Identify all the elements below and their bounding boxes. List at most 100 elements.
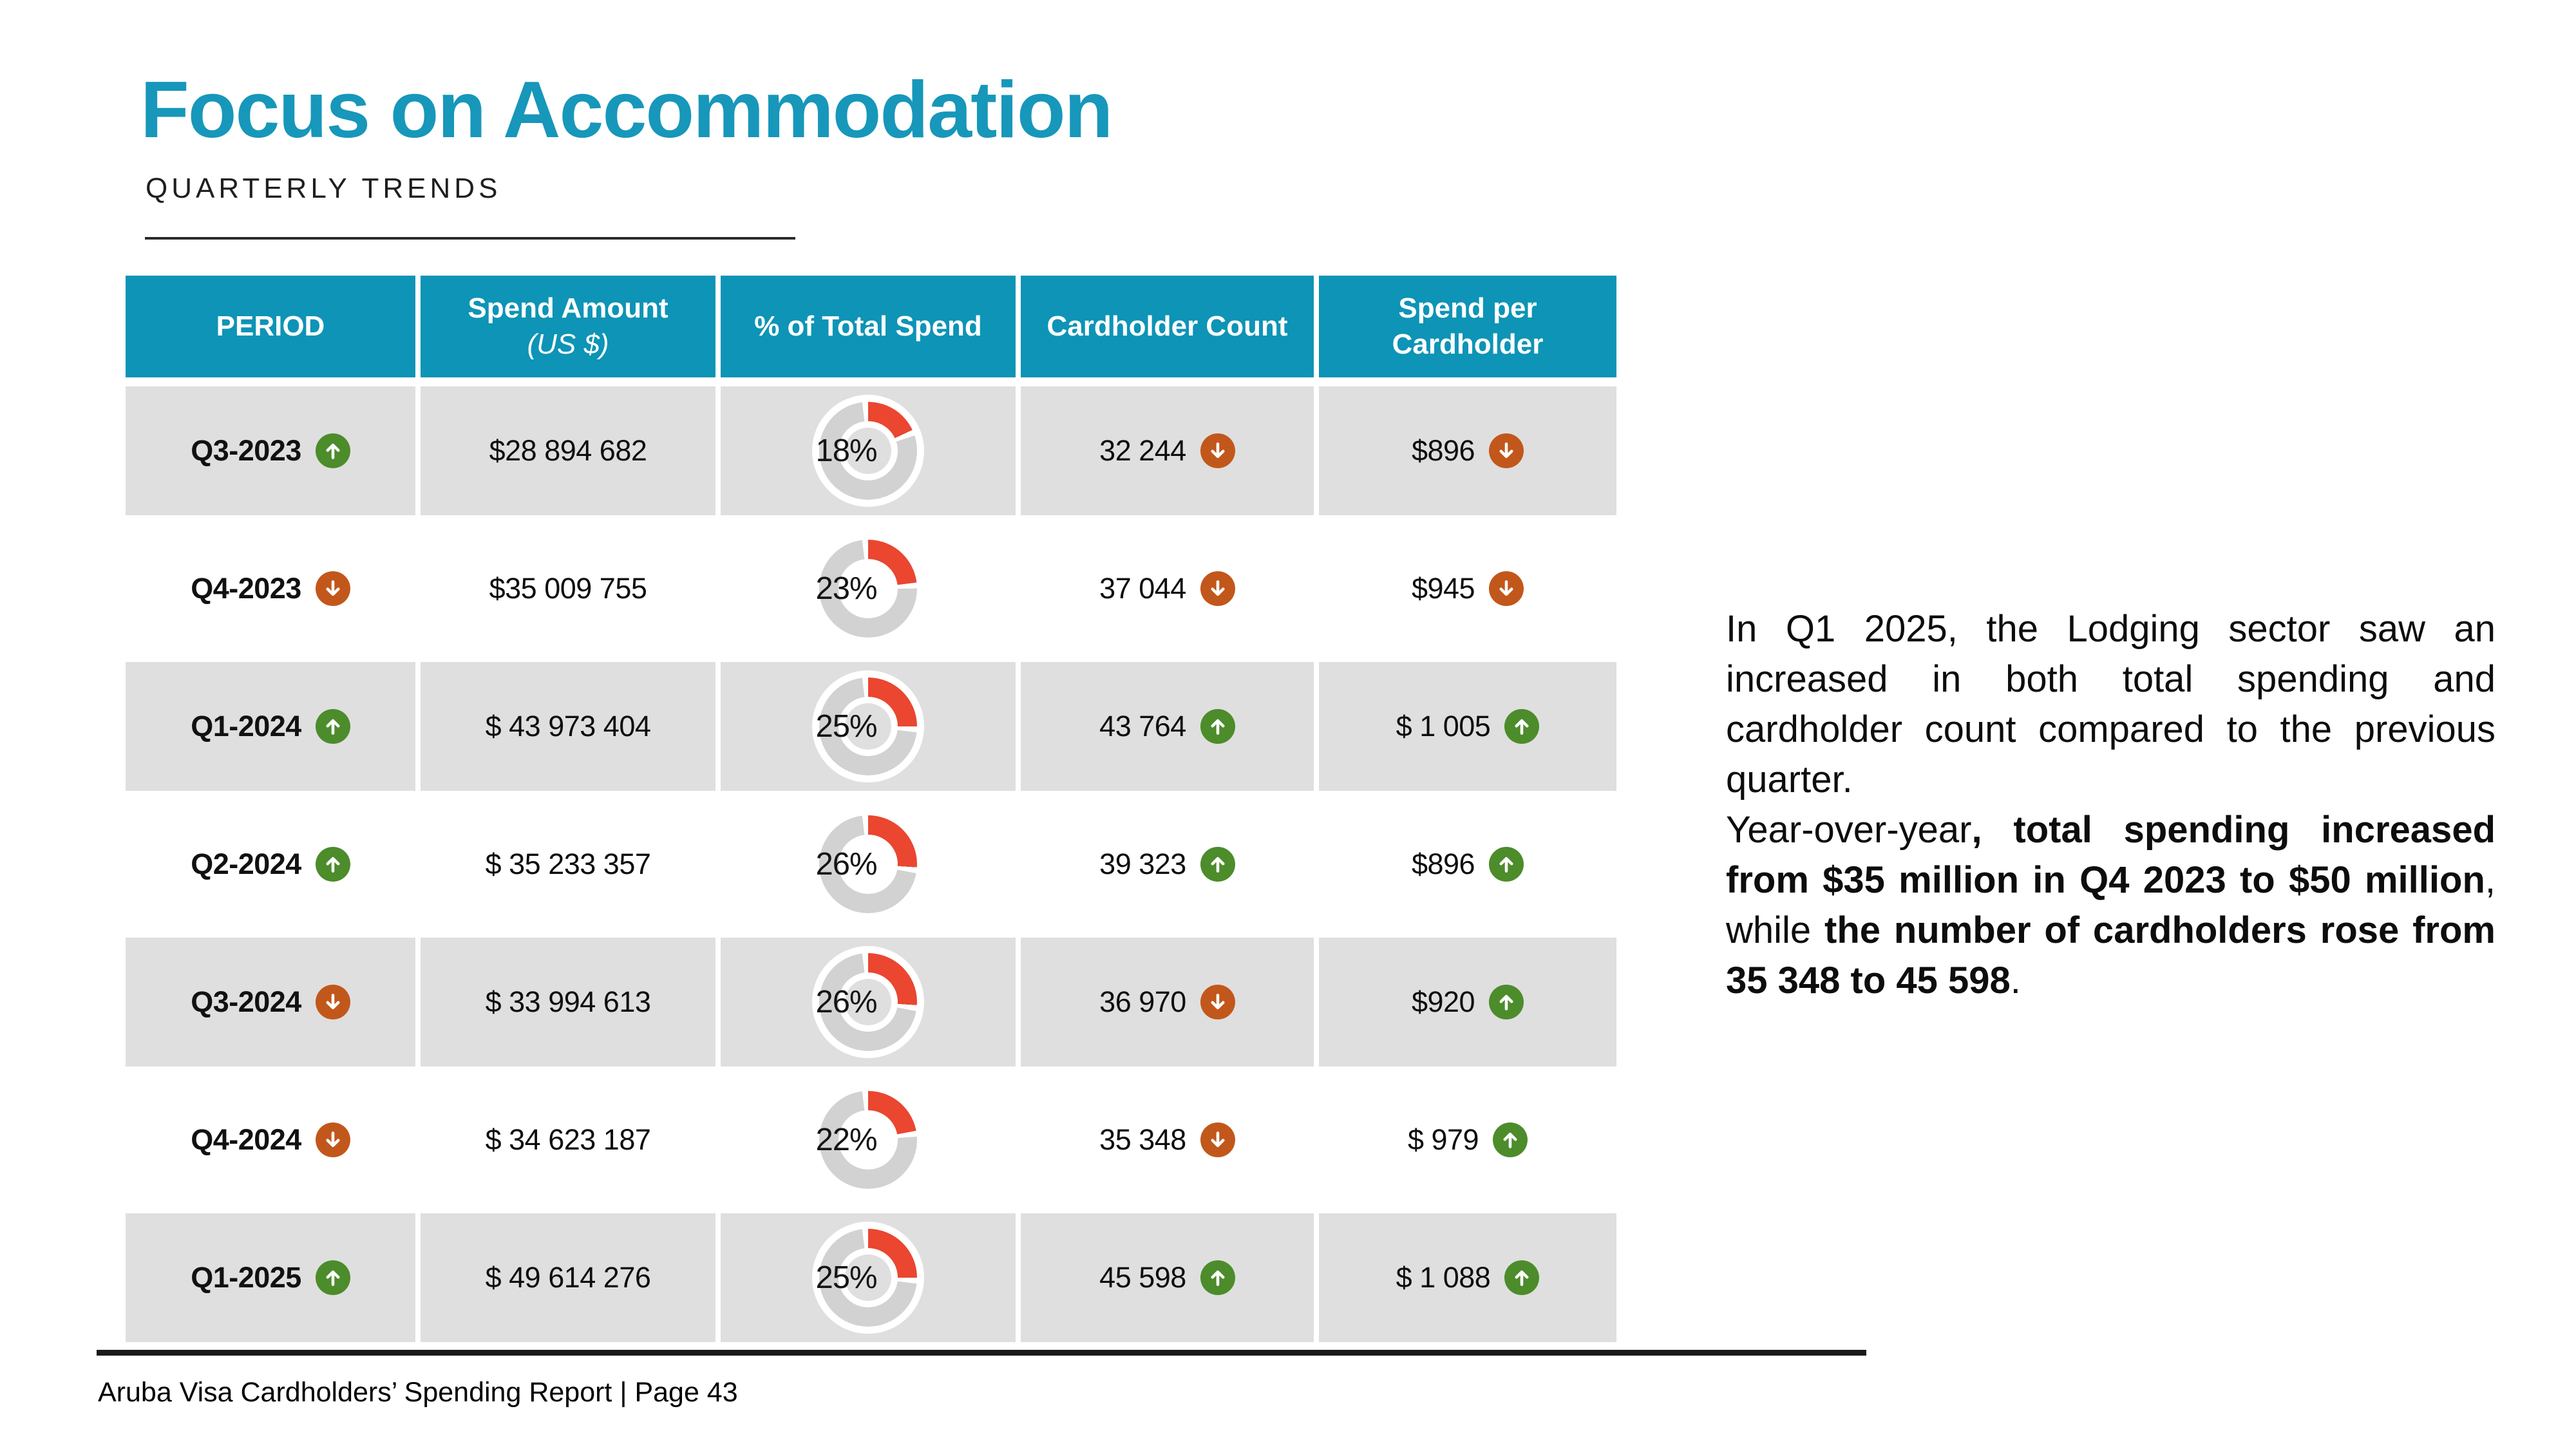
spend-per-cardholder-value: $945	[1411, 572, 1475, 605]
pct-of-total-label: 26%	[815, 985, 877, 1019]
footer-text: Aruba Visa Cardholders’ Spending Report …	[98, 1377, 738, 1408]
cardholder-count-value: 35 348	[1099, 1123, 1186, 1156]
spend-per-cardholder-value: $ 979	[1407, 1123, 1479, 1156]
period-label: Q4-2024	[191, 1123, 301, 1156]
trend-down-icon	[315, 571, 350, 606]
trend-down-icon	[1200, 1122, 1235, 1157]
spend-amount-value: $28 894 682	[489, 434, 647, 467]
column-header-label: Cardholder Count	[1046, 310, 1288, 342]
table-row-spend-amount-cell: $ 33 994 613	[421, 938, 715, 1066]
pct-of-total-donut-chart: 18%	[812, 395, 924, 507]
table-row-cardholder-count-cell: 39 323	[1021, 800, 1314, 929]
pct-of-total-donut-chart: 23%	[812, 533, 924, 645]
commentary-paragraph-1: In Q1 2025, the Lodging sector saw an in…	[1726, 608, 2496, 800]
table-row-spend-amount-cell: $ 49 614 276	[421, 1213, 715, 1342]
table-row-period-cell: Q4-2024	[126, 1075, 415, 1204]
donut-center	[845, 979, 891, 1025]
period-label: Q1-2025	[191, 1261, 301, 1294]
table-row-period-cell: Q3-2024	[126, 938, 415, 1066]
cardholder-count-value: 39 323	[1099, 848, 1186, 880]
table-row-pct-cell: 22%	[721, 1075, 1016, 1204]
column-header-cardholder-count: Cardholder Count	[1021, 276, 1314, 377]
column-header-period: PERIOD	[126, 276, 415, 377]
pct-of-total-donut-chart: 26%	[812, 808, 924, 920]
page-subtitle: QUARTERLY TRENDS	[146, 173, 502, 204]
spend-amount-value: $ 43 973 404	[485, 710, 651, 743]
spend-per-cardholder-value: $896	[1411, 848, 1475, 880]
donut-center	[845, 565, 891, 612]
table-row-cardholder-count-cell: 32 244	[1021, 386, 1314, 515]
table-row-spend-amount-cell: $28 894 682	[421, 386, 715, 515]
page-title: Focus on Accommodation	[140, 66, 1113, 155]
table-row-spend-amount-cell: $ 43 973 404	[421, 662, 715, 791]
spend-amount-value: $ 49 614 276	[485, 1261, 651, 1294]
table-row-spend-per-cardholder-cell: $ 1 005	[1319, 662, 1616, 791]
trend-down-icon	[1200, 571, 1235, 606]
column-header-label: PERIOD	[216, 310, 325, 342]
table-row-pct-cell: 25%	[721, 1213, 1016, 1342]
trend-up-icon	[1489, 985, 1524, 1019]
pct-of-total-donut-chart: 25%	[812, 670, 924, 782]
table-row-cardholder-count-cell: 35 348	[1021, 1075, 1314, 1204]
period-label: Q3-2023	[191, 434, 301, 467]
trend-up-icon	[1489, 847, 1524, 882]
trend-down-icon	[1200, 433, 1235, 468]
table-row-spend-amount-cell: $35 009 755	[421, 524, 715, 653]
period-label: Q3-2024	[191, 985, 301, 1018]
trend-up-icon	[315, 433, 350, 468]
table-row-spend-per-cardholder-cell: $ 979	[1319, 1075, 1616, 1204]
trend-down-icon	[1489, 571, 1524, 606]
pct-of-total-donut-chart: 22%	[812, 1084, 924, 1196]
table-row-spend-amount-cell: $ 35 233 357	[421, 800, 715, 929]
commentary-bold-segment: the number of cardholders rose from 35 3…	[1726, 909, 2496, 1001]
column-header-pct-of-total-spend: % of Total Spend	[721, 276, 1016, 377]
column-header-label: Cardholder	[1392, 328, 1544, 360]
period-label: Q1-2024	[191, 710, 301, 743]
table-row-cardholder-count-cell: 36 970	[1021, 938, 1314, 1066]
commentary-block: In Q1 2025, the Lodging sector saw an in…	[1726, 604, 2496, 1006]
period-label: Q2-2024	[191, 848, 301, 880]
donut-center	[845, 703, 891, 750]
table-row-pct-cell: 23%	[721, 524, 1016, 653]
footer-divider-line	[97, 1350, 1866, 1356]
column-header-label: % of Total Spend	[754, 310, 982, 342]
commentary-bold-segment: , total spending increased from $35 mill…	[1726, 809, 2496, 901]
spend-per-cardholder-value: $920	[1411, 985, 1475, 1018]
table-row-pct-cell: 25%	[721, 662, 1016, 791]
table-row-spend-per-cardholder-cell: $896	[1319, 800, 1616, 929]
pct-of-total-label: 18%	[815, 433, 877, 468]
table-row-pct-cell: 18%	[721, 386, 1016, 515]
table-row-spend-per-cardholder-cell: $945	[1319, 524, 1616, 653]
cardholder-count-value: 32 244	[1099, 434, 1186, 467]
table-row-period-cell: Q2-2024	[126, 800, 415, 929]
trend-up-icon	[315, 1260, 350, 1295]
commentary-segment: .	[2010, 960, 2021, 1001]
pct-of-total-donut-chart: 26%	[812, 946, 924, 1058]
pct-of-total-label: 23%	[815, 571, 877, 606]
subtitle-underline	[145, 237, 795, 240]
table-row-period-cell: Q4-2023	[126, 524, 415, 653]
trend-up-icon	[1504, 709, 1540, 744]
table-row-period-cell: Q1-2024	[126, 662, 415, 791]
table-row-pct-cell: 26%	[721, 800, 1016, 929]
spend-amount-value: $35 009 755	[489, 572, 647, 605]
trend-up-icon	[1493, 1122, 1528, 1157]
cardholder-count-value: 37 044	[1099, 572, 1186, 605]
spend-per-cardholder-value: $ 1 005	[1396, 710, 1491, 743]
trend-up-icon	[1504, 1260, 1540, 1295]
table-row-spend-per-cardholder-cell: $920	[1319, 938, 1616, 1066]
donut-center	[845, 841, 891, 887]
cardholder-count-value: 45 598	[1099, 1261, 1186, 1294]
cardholder-count-value: 36 970	[1099, 985, 1186, 1018]
pct-of-total-label: 25%	[815, 709, 877, 744]
trend-up-icon	[1200, 1260, 1235, 1295]
period-label: Q4-2023	[191, 572, 301, 605]
spend-per-cardholder-value: $ 1 088	[1396, 1261, 1491, 1294]
trend-up-icon	[315, 709, 350, 744]
commentary-segment: Year-over-year	[1726, 809, 1972, 851]
quarterly-trends-table: PERIOD Spend Amount (US $) % of Total Sp…	[126, 276, 1616, 1342]
donut-center	[845, 1255, 891, 1301]
table-row-spend-amount-cell: $ 34 623 187	[421, 1075, 715, 1204]
pct-of-total-donut-chart: 25%	[812, 1222, 924, 1334]
spend-amount-value: $ 35 233 357	[485, 848, 651, 880]
